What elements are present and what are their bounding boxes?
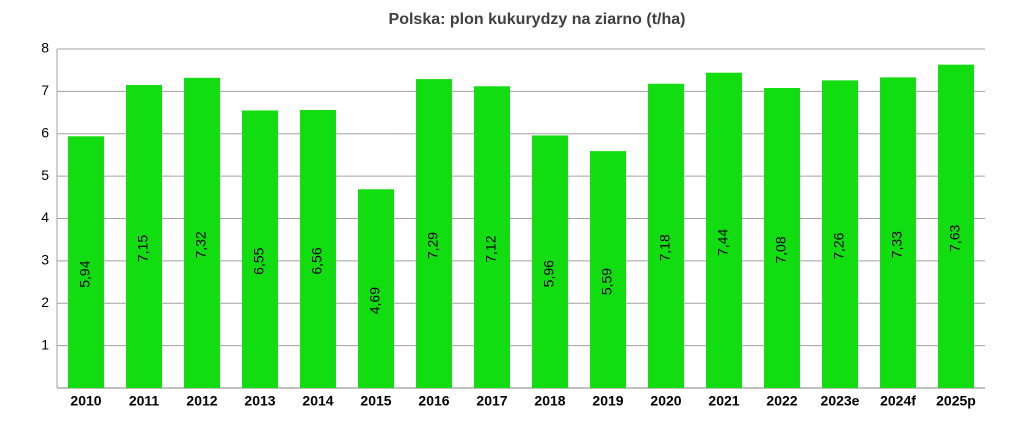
data-label: 7,12	[483, 235, 499, 262]
data-label: 4,69	[367, 287, 383, 314]
data-label: 7,15	[135, 235, 151, 262]
data-label: 7,44	[715, 229, 731, 256]
bar	[416, 79, 452, 389]
x-tick-label: 2022	[766, 393, 797, 409]
x-tick-label: 2017	[476, 393, 507, 409]
data-label: 6,55	[251, 247, 267, 274]
chart-title: Polska: plon kukurydzy na ziarno (t/ha)	[389, 11, 686, 28]
x-tick-label: 2024f	[880, 393, 916, 409]
x-tick-label: 2014	[302, 393, 333, 409]
y-tick-label: 3	[41, 252, 49, 268]
bar	[706, 72, 742, 388]
x-tick-label: 2013	[244, 393, 275, 409]
x-tick-label: 2010	[70, 393, 101, 409]
bar	[648, 83, 684, 388]
x-tick-label: 2021	[708, 393, 739, 409]
y-tick-label: 5	[41, 167, 49, 183]
data-label: 5,96	[541, 260, 557, 287]
bar	[590, 151, 626, 388]
data-label: 7,63	[947, 225, 963, 252]
x-tick-label: 2011	[129, 393, 160, 409]
y-tick-label: 1	[41, 336, 49, 352]
bar	[822, 80, 858, 389]
bar	[68, 136, 104, 388]
data-label: 5,59	[599, 268, 615, 295]
bar	[242, 110, 278, 388]
bar	[126, 85, 162, 389]
bar	[880, 77, 916, 389]
bar	[532, 135, 568, 388]
x-tick-label: 2023e	[821, 393, 860, 409]
data-label: 7,33	[889, 231, 905, 258]
y-tick-label: 6	[41, 124, 49, 140]
bar	[938, 64, 974, 389]
bar	[764, 87, 800, 389]
bar	[474, 86, 510, 388]
x-tick-label: 2025p	[936, 393, 976, 409]
data-label: 7,18	[657, 234, 673, 261]
x-tick-label: 2020	[650, 393, 681, 409]
x-tick-label: 2018	[534, 393, 565, 409]
y-tick-label: 8	[41, 40, 49, 56]
data-label: 7,26	[831, 232, 847, 259]
data-label: 7,32	[193, 231, 209, 258]
bar	[184, 77, 220, 388]
x-tick-label: 2016	[418, 393, 449, 409]
bar	[358, 189, 394, 388]
data-label: 7,08	[773, 236, 789, 263]
bar	[300, 110, 336, 389]
x-tick-label: 2019	[592, 393, 623, 409]
x-tick-label: 2015	[360, 393, 391, 409]
x-tick-label: 2012	[186, 393, 217, 409]
data-label: 5,94	[77, 260, 93, 287]
y-tick-label: 2	[41, 294, 49, 310]
y-tick-label: 7	[41, 82, 49, 98]
data-label: 7,29	[425, 232, 441, 259]
data-label: 6,56	[309, 247, 325, 274]
y-tick-label: 4	[41, 209, 49, 225]
